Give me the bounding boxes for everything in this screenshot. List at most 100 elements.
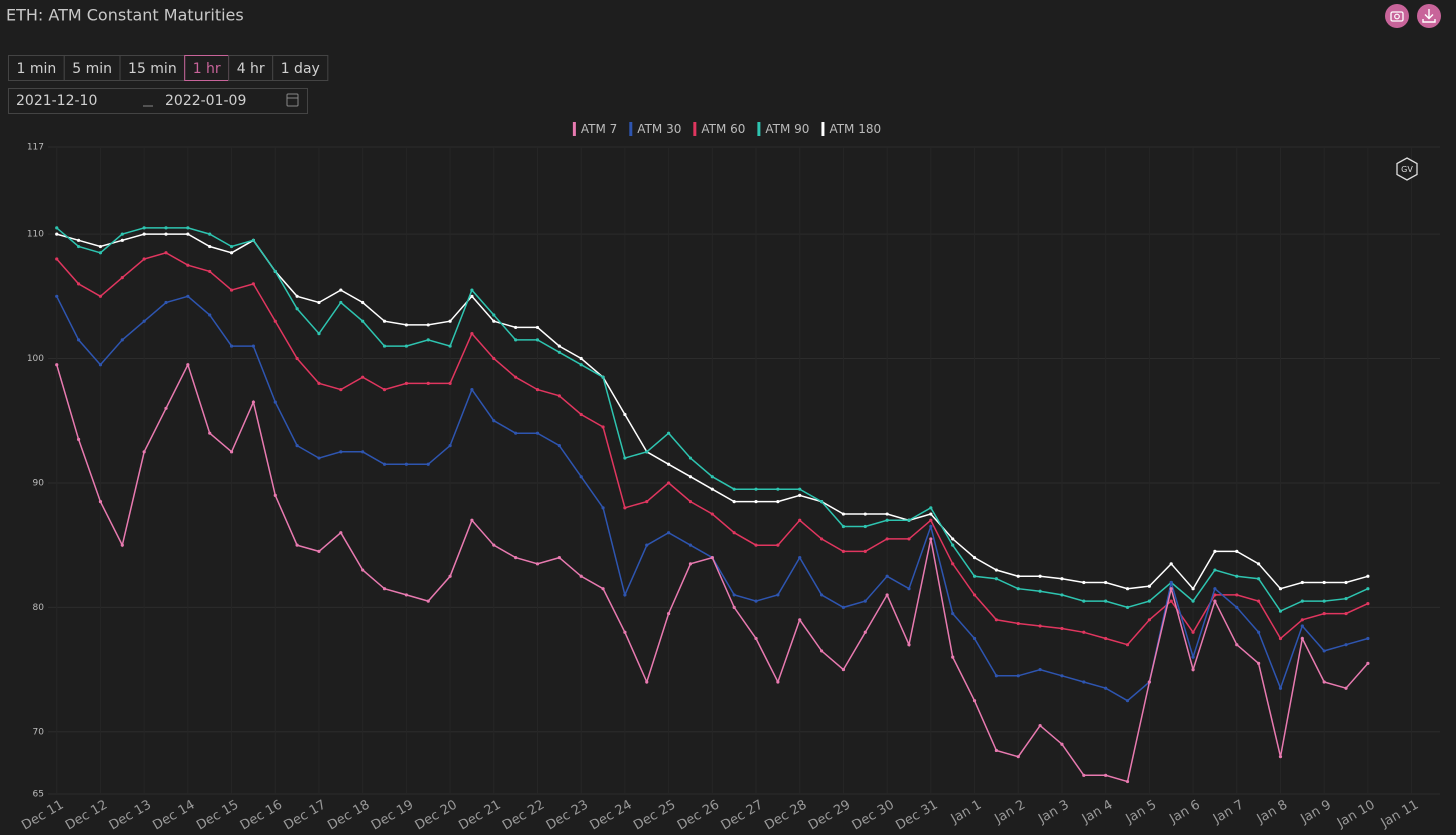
legend-swatch[interactable] (757, 122, 761, 136)
interval-label[interactable]: 5 min (72, 61, 112, 77)
data-point (885, 593, 889, 597)
legend-swatch[interactable] (572, 122, 576, 136)
interval-label[interactable]: 1 hr (193, 61, 221, 77)
date-range[interactable]: 2021-12-10 2022-01-09 (8, 88, 308, 114)
download-glyph[interactable] (1422, 9, 1436, 23)
interval-label[interactable]: 1 day (281, 61, 320, 77)
data-point (120, 543, 124, 547)
interval-button[interactable] (228, 55, 274, 81)
data-point (1366, 636, 1370, 641)
data-point (142, 319, 146, 323)
camera-button[interactable] (1385, 4, 1409, 28)
data-point (142, 232, 146, 236)
legend-label[interactable]: ATM 60 (701, 122, 745, 136)
data-point (1191, 655, 1195, 659)
camera-icon-bg[interactable] (1385, 4, 1409, 28)
interval-label[interactable]: 15 min (128, 61, 177, 77)
data-point (1213, 568, 1217, 572)
data-point (732, 531, 736, 535)
data-point (863, 549, 867, 553)
date-range-box[interactable] (8, 88, 308, 114)
legend-swatch[interactable] (629, 122, 633, 136)
data-point (688, 543, 693, 547)
data-point (601, 506, 605, 510)
data-point (776, 487, 780, 491)
data-point (1257, 661, 1261, 665)
data-point (863, 524, 867, 529)
data-point (55, 226, 59, 230)
date-to[interactable]: 2022-01-09 (165, 93, 246, 109)
legend-label[interactable]: ATM 7 (581, 122, 617, 136)
data-point (557, 344, 561, 348)
data-point (339, 450, 343, 454)
data-point (470, 388, 474, 392)
data-point (1322, 649, 1326, 653)
data-point (1300, 624, 1304, 628)
data-point (229, 251, 234, 255)
data-point (317, 332, 321, 336)
calendar-icon[interactable] (286, 93, 299, 107)
data-point (1300, 636, 1304, 641)
data-point (492, 419, 496, 423)
data-point (142, 257, 146, 261)
data-point (907, 518, 911, 522)
date-from[interactable]: 2021-12-10 (16, 93, 97, 109)
data-point (601, 425, 605, 429)
data-point (1235, 549, 1239, 553)
legend-swatch[interactable] (693, 122, 697, 136)
interval-button[interactable] (119, 55, 186, 81)
data-point (1104, 636, 1108, 641)
data-point (1060, 674, 1064, 678)
data-point (55, 294, 59, 298)
data-point (514, 431, 518, 435)
data-point (295, 356, 299, 361)
camera-glyph[interactable] (1390, 11, 1404, 22)
data-point (776, 680, 780, 684)
data-point (186, 294, 190, 298)
data-point (186, 232, 190, 236)
data-point (98, 294, 103, 298)
download-button[interactable] (1417, 4, 1441, 28)
interval-label[interactable]: 1 min (17, 61, 57, 77)
data-point (1016, 755, 1020, 759)
data-point (1257, 577, 1261, 581)
legend-label[interactable]: ATM 90 (765, 122, 809, 136)
legend-label[interactable]: ATM 180 (829, 122, 881, 136)
data-point (273, 319, 277, 323)
interval-button[interactable] (272, 55, 329, 81)
data-point (688, 562, 693, 566)
legend-swatch[interactable] (821, 122, 825, 136)
interval-label[interactable]: 4 hr (237, 61, 265, 77)
data-point (426, 381, 430, 386)
data-point (863, 630, 867, 634)
data-point (579, 574, 583, 578)
interval-button[interactable] (184, 55, 230, 81)
data-point (688, 475, 693, 479)
data-point (1300, 580, 1304, 585)
data-point (295, 294, 299, 298)
data-point (1169, 580, 1173, 585)
data-point (557, 394, 561, 398)
data-point (470, 294, 474, 298)
camera-lens[interactable] (1394, 13, 1400, 20)
data-point (1191, 599, 1195, 603)
data-point (1104, 773, 1108, 777)
data-point (819, 593, 824, 597)
data-point (317, 300, 321, 305)
data-point (1344, 643, 1348, 647)
data-point (186, 226, 190, 230)
data-point (535, 325, 540, 330)
data-point (1147, 680, 1151, 684)
data-point (229, 288, 234, 292)
data-point (754, 599, 758, 603)
y-tick-label: 65 (33, 790, 44, 800)
data-point (579, 363, 583, 367)
data-point (1169, 587, 1173, 591)
data-point (929, 537, 933, 541)
data-point (1257, 562, 1261, 566)
legend-label[interactable]: ATM 30 (637, 122, 681, 136)
data-point (1038, 574, 1042, 578)
data-point (710, 487, 714, 491)
data-point (929, 518, 933, 522)
data-point (1322, 599, 1326, 603)
